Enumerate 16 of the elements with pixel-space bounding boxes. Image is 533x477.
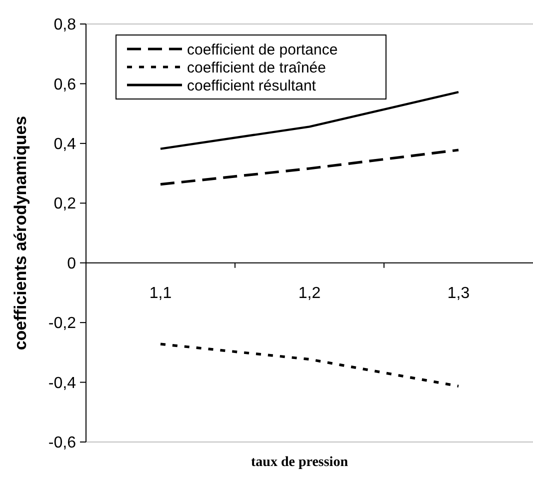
x-axis-title: taux de pression: [251, 455, 348, 470]
y-tick-label: -0,6: [48, 434, 76, 452]
y-tick-label: 0,4: [54, 136, 76, 154]
y-tick-label: -0,2: [48, 315, 76, 332]
legend-label: coefficient résultant: [187, 77, 317, 94]
legend-label: coefficient de portance: [187, 41, 338, 58]
legend-label: coefficient de traînée: [187, 59, 326, 76]
y-axis-title: coefficients aérodynamiques: [11, 116, 30, 350]
y-tick-label: 0,8: [54, 16, 76, 34]
y-tick-label: 0,6: [54, 76, 76, 94]
y-tick-label: 0,2: [54, 196, 76, 213]
x-tick-label: 1,3: [447, 284, 470, 302]
y-tick-label: -0,4: [48, 374, 76, 392]
x-tick-label: 1,2: [298, 284, 321, 302]
y-tick-label: 0: [67, 255, 76, 272]
x-tick-label: 1,1: [149, 284, 172, 302]
